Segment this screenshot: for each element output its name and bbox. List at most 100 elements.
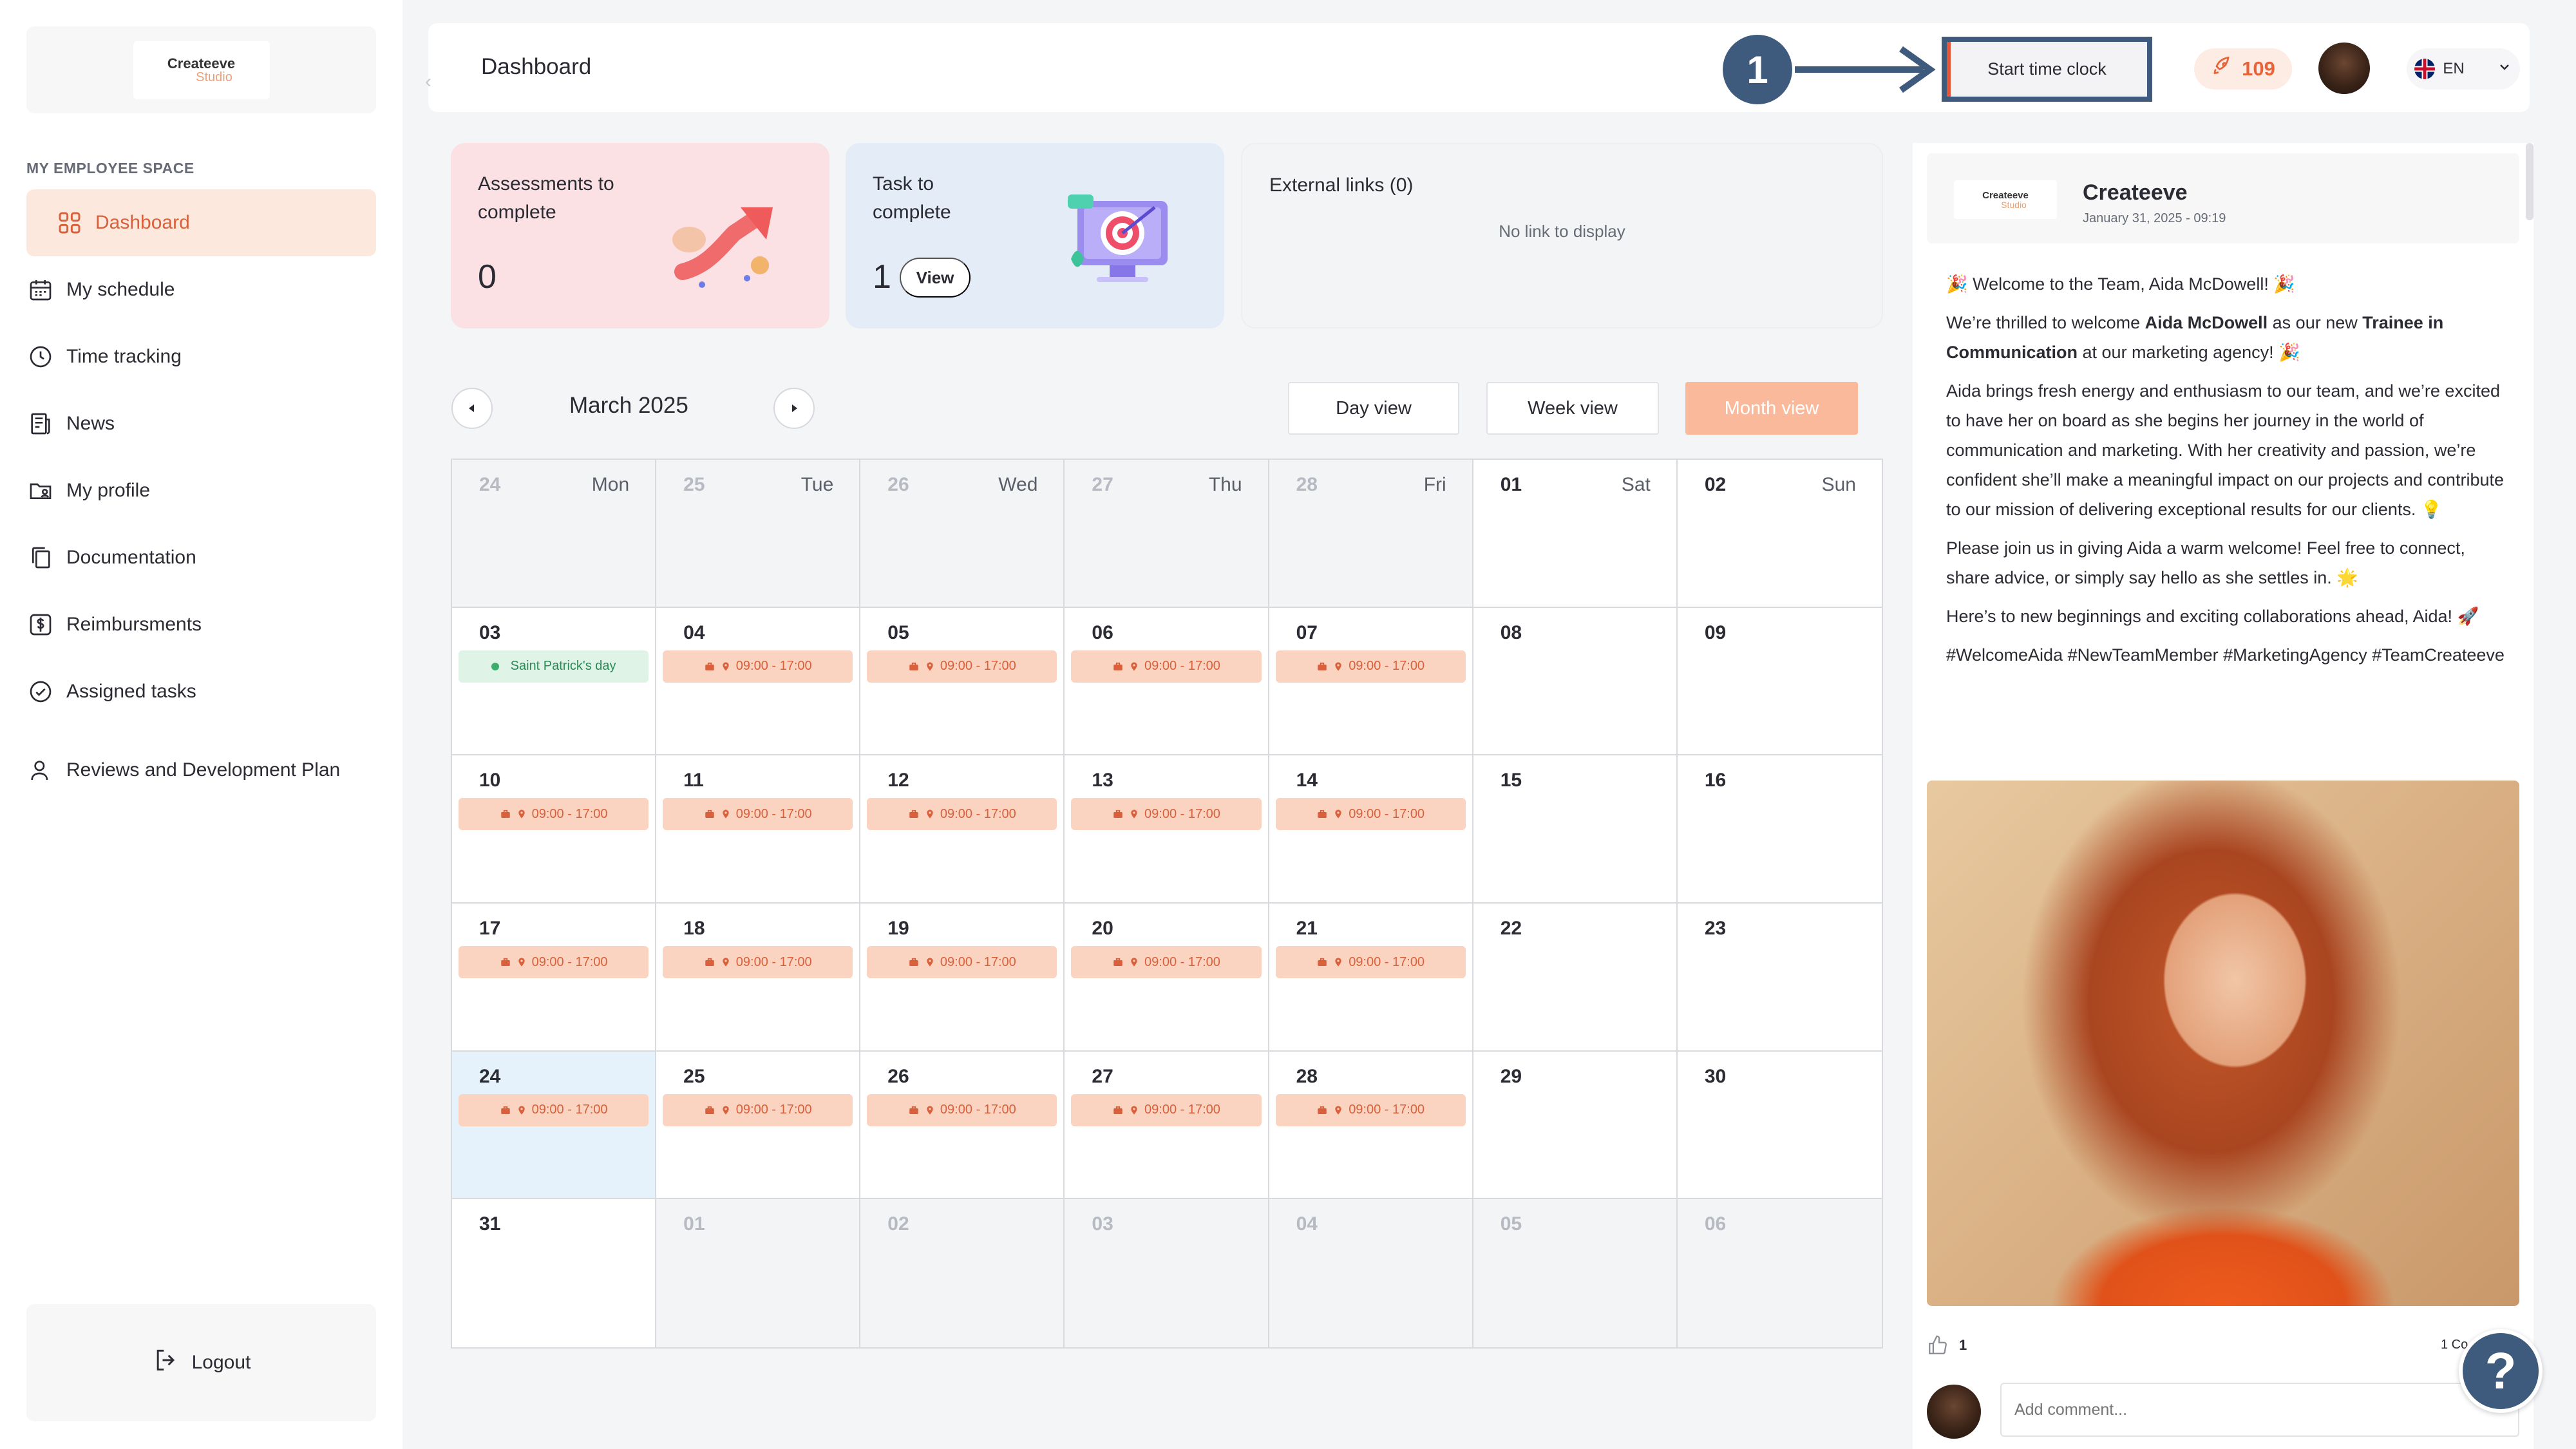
start-time-clock-button[interactable]: Start time clock	[1942, 37, 2152, 102]
calendar-day-cell[interactable]: 25 Tue	[656, 460, 861, 608]
help-button[interactable]: ?	[2459, 1329, 2543, 1413]
sidebar-item-documentation[interactable]: Documentation	[26, 524, 376, 591]
language-selector[interactable]: EN	[2407, 48, 2520, 90]
calendar-day-cell[interactable]: 30	[1677, 1052, 1882, 1200]
calendar-day-cell[interactable]: 05 09:00 - 17:00	[860, 607, 1065, 756]
tasks-card[interactable]: Task to complete 1 View	[846, 143, 1224, 328]
shift-event[interactable]: 09:00 - 17:00	[1071, 946, 1262, 978]
month-view-button[interactable]: Month view	[1685, 382, 1858, 435]
prev-month-button[interactable]	[451, 388, 493, 429]
event-label: 09:00 - 17:00	[940, 954, 1016, 969]
comment-count[interactable]: 1 Co	[2441, 1338, 2468, 1352]
shift-event[interactable]: 09:00 - 17:00	[1275, 1094, 1466, 1126]
calendar-day-cell[interactable]: 06	[1677, 1199, 1882, 1347]
calendar-day-cell[interactable]: 06 09:00 - 17:00	[1065, 607, 1269, 756]
calendar-day-cell[interactable]: 04 09:00 - 17:00	[656, 607, 861, 756]
shift-event[interactable]: 09:00 - 17:00	[1071, 650, 1262, 683]
calendar-day-cell[interactable]: 20 09:00 - 17:00	[1065, 904, 1269, 1052]
shift-event[interactable]: 09:00 - 17:00	[867, 1094, 1057, 1126]
sidebar-item-news[interactable]: News	[26, 390, 376, 457]
calendar-day-cell[interactable]: 02	[860, 1199, 1065, 1347]
calendar-day-cell[interactable]: 08	[1473, 607, 1678, 756]
calendar-day-cell[interactable]: 01	[656, 1199, 861, 1347]
shift-event[interactable]: 09:00 - 17:00	[1071, 1094, 1262, 1126]
shift-event[interactable]: 09:00 - 17:00	[1275, 650, 1466, 683]
calendar-day-cell[interactable]: 05	[1473, 1199, 1678, 1347]
day-number: 02	[887, 1213, 909, 1235]
shift-event[interactable]: 09:00 - 17:00	[663, 798, 853, 831]
calendar-day-cell[interactable]: 28 09:00 - 17:00	[1269, 1051, 1473, 1200]
calendar-day-cell[interactable]: 26 09:00 - 17:00	[860, 1051, 1065, 1200]
week-view-button[interactable]: Week view	[1486, 382, 1659, 435]
next-month-button[interactable]	[773, 388, 815, 429]
calendar-day-cell[interactable]: 02 Sun	[1677, 460, 1882, 608]
calendar-day-cell[interactable]: 12 09:00 - 17:00	[860, 755, 1065, 904]
calendar-day-cell[interactable]: 22	[1473, 904, 1678, 1052]
view-tasks-button[interactable]: View	[900, 258, 971, 298]
sidebar-item-label: Assigned tasks	[66, 681, 196, 702]
shift-event[interactable]: 09:00 - 17:00	[663, 1094, 853, 1126]
calendar-day-cell[interactable]: 14 09:00 - 17:00	[1269, 755, 1473, 904]
calendar-day-cell[interactable]: 24 09:00 - 17:00	[452, 1051, 657, 1200]
news-scrollbar[interactable]	[2526, 143, 2533, 220]
calendar-day-cell[interactable]: 26 Wed	[860, 460, 1065, 608]
calendar-day-cell[interactable]: 13 09:00 - 17:00	[1065, 755, 1269, 904]
sidebar-item-assigned-tasks[interactable]: Assigned tasks	[26, 658, 376, 725]
day-number: 03	[1092, 1213, 1113, 1235]
shift-event[interactable]: 09:00 - 17:00	[1071, 798, 1262, 831]
like-button[interactable]: 1	[1927, 1334, 1967, 1356]
calendar-day-cell[interactable]: 17 09:00 - 17:00	[452, 904, 657, 1052]
calendar-day-cell[interactable]: 03 Saint Patrick's day	[452, 607, 657, 756]
calendar-day-cell[interactable]: 01 Sat	[1473, 460, 1678, 608]
calendar-day-cell[interactable]: 24 Mon	[452, 460, 657, 608]
calendar-day-cell[interactable]: 04	[1269, 1199, 1473, 1347]
comment-input[interactable]	[2000, 1383, 2519, 1437]
shift-event[interactable]: 09:00 - 17:00	[459, 798, 649, 831]
calendar-day-cell[interactable]: 27 09:00 - 17:00	[1065, 1051, 1269, 1200]
user-avatar[interactable]	[2318, 43, 2370, 94]
sidebar-item-my-profile[interactable]: My profile	[26, 457, 376, 524]
calendar-day-cell[interactable]: 28 Fri	[1269, 460, 1473, 608]
points-badge[interactable]: 109	[2194, 48, 2292, 90]
calendar-day-cell[interactable]: 31	[452, 1199, 657, 1347]
calendar-day-cell[interactable]: 21 09:00 - 17:00	[1269, 904, 1473, 1052]
calendar-day-cell[interactable]: 07 09:00 - 17:00	[1269, 607, 1473, 756]
sidebar-item-my-schedule[interactable]: My schedule	[26, 256, 376, 323]
day-view-button[interactable]: Day view	[1288, 382, 1459, 435]
company-logo-box[interactable]: Createeve Studio	[26, 26, 376, 113]
location-pin-icon	[1129, 661, 1139, 672]
shift-event[interactable]: 09:00 - 17:00	[867, 650, 1057, 683]
sidebar-item-time-tracking[interactable]: Time tracking	[26, 323, 376, 390]
briefcase-icon	[704, 661, 715, 672]
shift-event[interactable]: 09:00 - 17:00	[663, 946, 853, 978]
calendar-day-cell[interactable]: 23	[1677, 904, 1882, 1052]
calendar-day-cell[interactable]: 11 09:00 - 17:00	[656, 755, 861, 904]
commenter-avatar	[1927, 1385, 1981, 1439]
shift-event[interactable]: 09:00 - 17:00	[1275, 798, 1466, 831]
assessments-card[interactable]: Assessments to complete 0	[451, 143, 829, 328]
sidebar-item-reimbursments[interactable]: Reimbursments	[26, 591, 376, 658]
shift-event[interactable]: 09:00 - 17:00	[663, 650, 853, 683]
collapse-sidebar-icon[interactable]: ‹	[425, 71, 431, 92]
calendar-day-cell[interactable]: 18 09:00 - 17:00	[656, 904, 861, 1052]
shift-event[interactable]: 09:00 - 17:00	[867, 798, 1057, 831]
shift-event[interactable]: 09:00 - 17:00	[459, 1094, 649, 1126]
day-number: 31	[479, 1213, 501, 1235]
calendar-day-cell[interactable]: 10 09:00 - 17:00	[452, 755, 657, 904]
sidebar-item-reviews[interactable]: Reviews and Development Plan	[26, 725, 376, 815]
calendar-day-cell[interactable]: 03	[1065, 1199, 1269, 1347]
briefcase-icon	[908, 956, 920, 968]
sidebar-item-dashboard[interactable]: Dashboard	[26, 189, 376, 256]
calendar-day-cell[interactable]: 15	[1473, 755, 1678, 904]
calendar-day-cell[interactable]: 19 09:00 - 17:00	[860, 904, 1065, 1052]
calendar-day-cell[interactable]: 16	[1677, 755, 1882, 904]
calendar-day-cell[interactable]: 27 Thu	[1065, 460, 1269, 608]
calendar-day-cell[interactable]: 29	[1473, 1051, 1678, 1200]
holiday-event[interactable]: Saint Patrick's day	[459, 650, 649, 683]
shift-event[interactable]: 09:00 - 17:00	[459, 946, 649, 978]
shift-event[interactable]: 09:00 - 17:00	[1275, 946, 1466, 978]
shift-event[interactable]: 09:00 - 17:00	[867, 946, 1057, 978]
calendar-day-cell[interactable]: 09	[1677, 608, 1882, 756]
calendar-day-cell[interactable]: 25 09:00 - 17:00	[656, 1051, 861, 1200]
logout-button[interactable]: Logout	[26, 1304, 376, 1421]
